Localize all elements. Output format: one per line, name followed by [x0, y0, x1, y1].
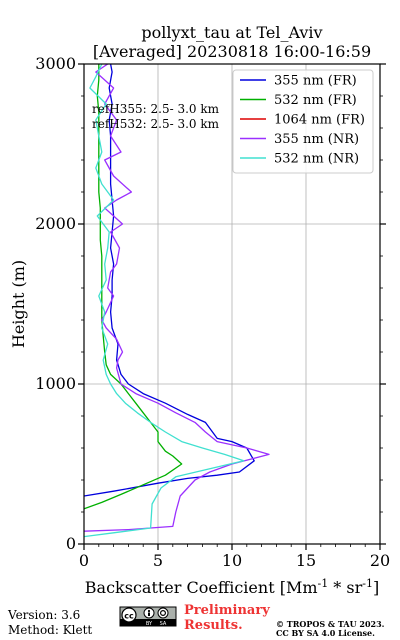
- sa-icon: [157, 607, 169, 619]
- y-tick-label: 3000: [35, 54, 76, 73]
- series-lines: [84, 64, 270, 538]
- preliminary-text-line2: Results.: [184, 618, 243, 633]
- x-tick-label: 5: [153, 551, 163, 570]
- series-line: [84, 64, 245, 538]
- x-axis-label: Backscatter Coefficient [Mm-1 * sr-1]: [85, 577, 379, 598]
- x-tick-label: 15: [296, 551, 316, 570]
- chart-title-line2: [Averaged] 20230818 16:00-16:59: [93, 42, 371, 61]
- x-tick-label: 10: [222, 551, 242, 570]
- y-tick-label: 1000: [35, 374, 76, 393]
- legend: 355 nm (FR) 532 nm (FR) 1064 nm (FR) 355 nm…: [232, 69, 374, 174]
- series-line: [84, 64, 270, 532]
- x-tick-label: 0: [79, 551, 89, 570]
- chart-title-line1: pollyxt_tau at Tel_Aviv: [141, 23, 322, 42]
- y-tick-label: 2000: [35, 214, 76, 233]
- cc-icon-label: cc: [124, 612, 134, 621]
- copyright-line2: CC BY SA 4.0 License.: [276, 628, 375, 638]
- series-line: [84, 64, 183, 510]
- legend-label: 1064 nm (FR): [274, 113, 365, 128]
- legend-box: [232, 69, 374, 174]
- legend-label: 355 nm (NR): [274, 132, 359, 147]
- ref-height-355-annotation: refH355: 2.5- 3.0 km: [92, 102, 220, 116]
- series-line: [84, 64, 255, 497]
- legend-label: 355 nm (FR): [274, 74, 357, 89]
- legend-label: 532 nm (NR): [274, 152, 359, 167]
- ref-height-532-annotation: refH532: 2.5- 3.0 km: [92, 117, 220, 131]
- y-tick-label: 0: [66, 534, 76, 553]
- x-tick-label: 20: [370, 551, 390, 570]
- method-text: Method: Klett: [8, 623, 92, 637]
- axes: 0 5 10 15 20 0 1000 2000 3000: [35, 54, 390, 570]
- cc-license-badge: cc BY SA: [119, 606, 177, 627]
- legend-label: 532 nm (FR): [274, 93, 357, 108]
- sa-label: SA: [160, 621, 167, 627]
- svg-text:Backscatter Coefficient [Mm-1: Backscatter Coefficient [Mm-1 * sr-1]: [85, 577, 379, 598]
- by-label: BY: [146, 621, 153, 627]
- cc-icon: [121, 607, 137, 623]
- copyright-line1: © TROPOS & TAU 2023.: [276, 619, 385, 629]
- preliminary-text-line1: Preliminary: [184, 603, 270, 618]
- y-axis-label: Height (m): [9, 260, 28, 348]
- version-text: Version: 3.6: [7, 608, 80, 622]
